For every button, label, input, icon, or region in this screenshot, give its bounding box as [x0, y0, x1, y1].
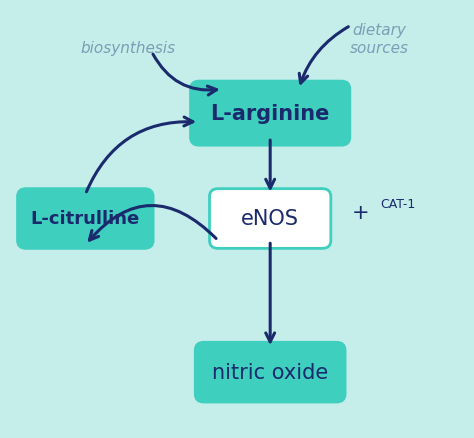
Text: dietary
sources: dietary sources [350, 23, 409, 56]
Text: eNOS: eNOS [241, 209, 299, 229]
Text: L-citrulline: L-citrulline [31, 210, 140, 228]
FancyBboxPatch shape [195, 343, 345, 402]
FancyBboxPatch shape [210, 189, 331, 249]
Text: CAT-1: CAT-1 [381, 197, 416, 210]
FancyBboxPatch shape [191, 82, 350, 146]
Text: biosynthesis: biosynthesis [81, 41, 175, 56]
FancyBboxPatch shape [18, 189, 153, 249]
Text: L-arginine: L-arginine [210, 104, 330, 124]
Text: +: + [351, 202, 369, 223]
Text: nitric oxide: nitric oxide [212, 362, 328, 382]
